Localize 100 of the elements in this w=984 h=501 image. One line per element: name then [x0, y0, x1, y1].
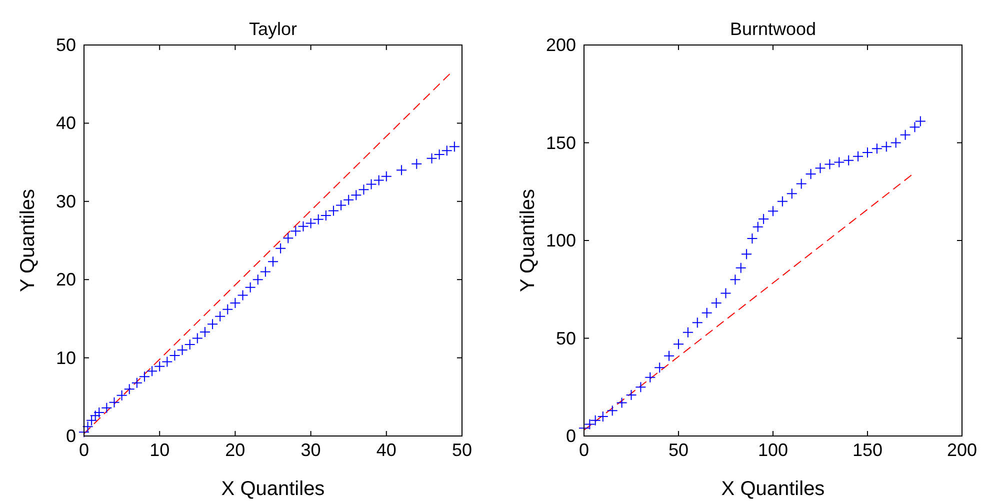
point [735, 262, 746, 274]
point [214, 310, 226, 322]
point [176, 344, 188, 356]
point [146, 366, 158, 377]
point [434, 148, 445, 160]
point [124, 384, 135, 395]
point [606, 405, 618, 416]
point [664, 350, 675, 362]
point [366, 178, 377, 190]
point [350, 190, 362, 201]
y-axis-title: Y Quantiles [17, 188, 39, 292]
point [752, 221, 764, 232]
point [328, 205, 339, 216]
point [275, 242, 286, 254]
point [824, 158, 836, 170]
point [635, 382, 646, 393]
point [305, 218, 316, 229]
point [131, 377, 142, 388]
x-tick-label: 50 [452, 440, 472, 460]
point [252, 274, 264, 286]
point [730, 274, 741, 286]
chart-title: Burntwood [730, 19, 816, 39]
point [834, 156, 845, 168]
y-tick-label: 200 [546, 35, 576, 55]
point [590, 414, 601, 426]
point [358, 184, 370, 196]
point [890, 137, 902, 148]
point [90, 410, 101, 422]
point [169, 350, 180, 361]
point [82, 421, 94, 432]
point [644, 372, 656, 383]
point [298, 220, 309, 232]
point [673, 338, 684, 350]
x-tick-label: 30 [300, 440, 321, 460]
point [441, 145, 452, 156]
point [776, 196, 788, 207]
point [411, 158, 422, 170]
point [720, 288, 732, 299]
point [914, 116, 926, 127]
point [282, 232, 294, 244]
point [380, 170, 392, 182]
point [207, 318, 218, 330]
point [230, 298, 241, 309]
x-tick-label: 0 [78, 440, 90, 460]
point [396, 164, 408, 176]
point [746, 233, 758, 244]
point [244, 282, 256, 293]
point [448, 141, 460, 152]
x-tick-label: 150 [852, 440, 883, 460]
point [373, 174, 384, 186]
y-tick-label: 150 [546, 132, 576, 153]
point [162, 356, 173, 368]
point [843, 154, 854, 166]
point [786, 188, 798, 200]
y-tick-label: 0 [66, 426, 76, 446]
point [426, 152, 438, 164]
x-tick-label: 50 [668, 440, 689, 460]
y-tick-label: 100 [546, 230, 576, 250]
point [852, 150, 864, 162]
point [222, 304, 234, 315]
y-tick-label: 0 [566, 426, 576, 446]
y-tick-label: 50 [56, 35, 76, 55]
point [336, 200, 347, 211]
point [880, 141, 892, 152]
point [290, 226, 302, 237]
point [260, 266, 271, 278]
point [199, 326, 210, 338]
y-tick-label: 40 [56, 113, 76, 134]
point [268, 256, 278, 268]
x-tick-label: 20 [225, 440, 246, 460]
point [94, 407, 105, 418]
point [710, 298, 722, 309]
point [796, 178, 807, 190]
x-axis-title: X Quantiles [221, 478, 325, 500]
point [909, 122, 920, 133]
x-axis-title: X Quantiles [721, 478, 825, 500]
point [741, 248, 752, 260]
y-axis-title: Y Quantiles [517, 188, 539, 292]
point [312, 214, 324, 225]
point [654, 362, 666, 374]
point [758, 213, 770, 224]
point [343, 194, 354, 206]
y-tick-label: 10 [56, 348, 76, 368]
point [768, 206, 778, 217]
point [101, 402, 112, 414]
point [108, 396, 120, 408]
point [116, 390, 128, 401]
point [871, 143, 882, 154]
point [616, 397, 628, 408]
point [138, 371, 150, 382]
point [154, 360, 166, 372]
point [192, 332, 203, 344]
chart-title: Taylor [248, 19, 298, 39]
point [86, 414, 98, 426]
point [597, 410, 608, 422]
point [184, 339, 196, 350]
point [626, 389, 637, 400]
point [805, 168, 816, 180]
point [692, 317, 703, 328]
point [584, 418, 596, 430]
